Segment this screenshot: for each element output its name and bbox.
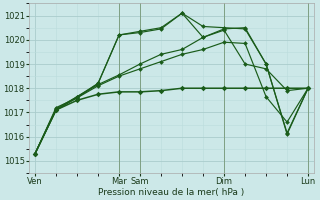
X-axis label: Pression niveau de la mer( hPa ): Pression niveau de la mer( hPa ) bbox=[99, 188, 245, 197]
